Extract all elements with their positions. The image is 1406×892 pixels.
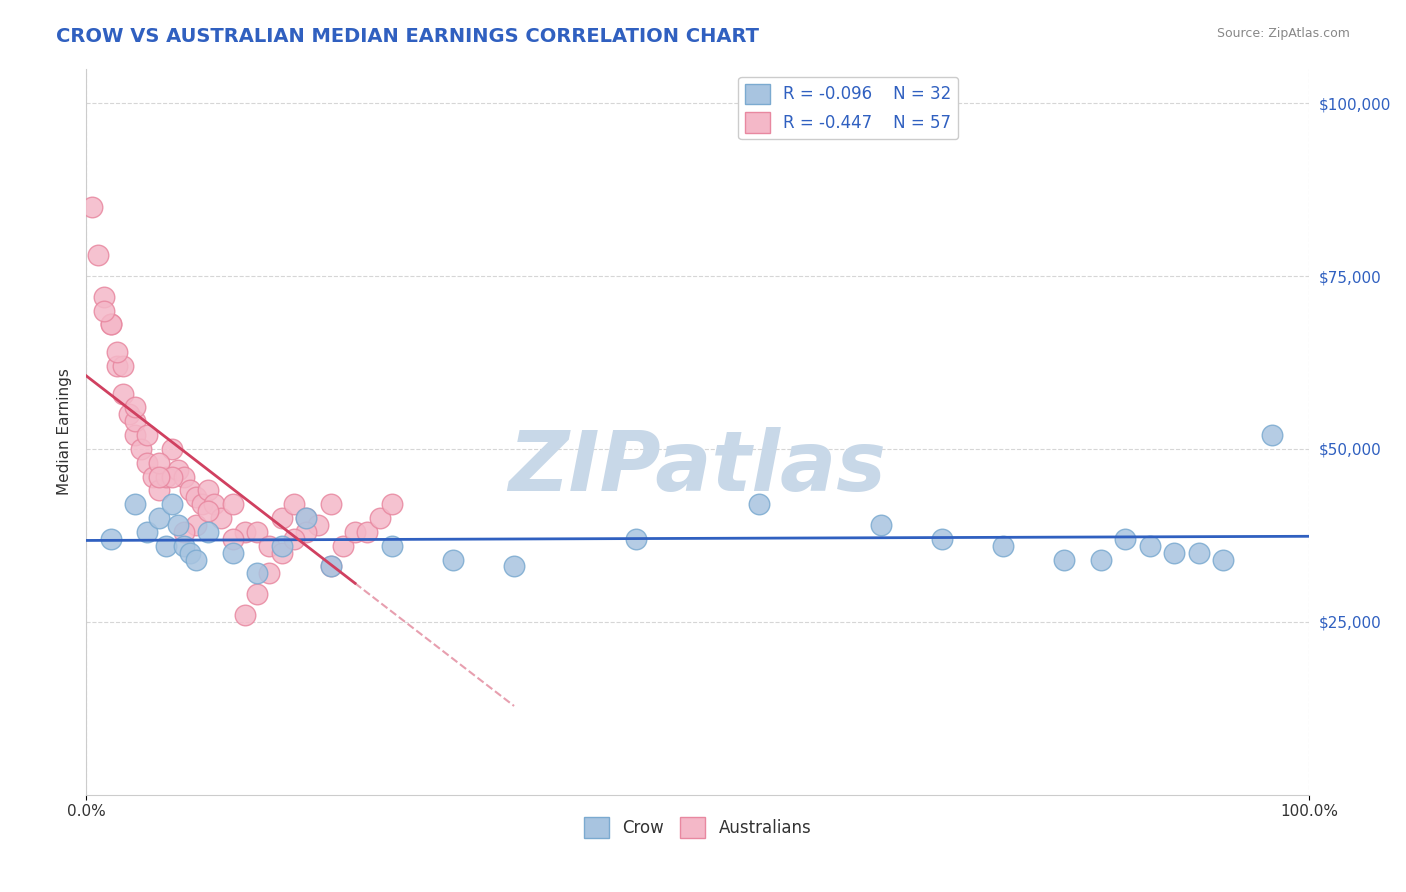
Point — [295, 524, 318, 539]
Point — [142, 469, 165, 483]
Point — [270, 539, 292, 553]
Point — [993, 539, 1015, 553]
Point — [136, 428, 159, 442]
Point — [259, 539, 281, 553]
Point — [105, 359, 128, 373]
Point — [166, 518, 188, 533]
Point — [283, 497, 305, 511]
Point — [87, 248, 110, 262]
Text: ZIPatlas: ZIPatlas — [509, 427, 886, 508]
Point — [222, 532, 245, 546]
Point — [1139, 539, 1161, 553]
Point — [118, 407, 141, 421]
Point — [191, 497, 214, 511]
Point — [381, 539, 404, 553]
Point — [270, 546, 292, 560]
Point — [148, 511, 170, 525]
Point — [155, 469, 177, 483]
Point — [93, 290, 115, 304]
Point — [209, 511, 232, 525]
Point — [173, 524, 195, 539]
Point — [233, 524, 256, 539]
Point — [503, 559, 526, 574]
Point — [111, 359, 134, 373]
Point — [105, 345, 128, 359]
Point — [136, 524, 159, 539]
Y-axis label: Median Earnings: Median Earnings — [58, 368, 72, 495]
Point — [283, 532, 305, 546]
Point — [100, 318, 122, 332]
Point — [155, 539, 177, 553]
Point — [184, 552, 207, 566]
Point — [148, 483, 170, 498]
Text: CROW VS AUSTRALIAN MEDIAN EARNINGS CORRELATION CHART: CROW VS AUSTRALIAN MEDIAN EARNINGS CORRE… — [56, 27, 759, 45]
Point — [173, 469, 195, 483]
Point — [319, 559, 342, 574]
Point — [1090, 552, 1112, 566]
Point — [356, 524, 378, 539]
Point — [246, 587, 269, 601]
Point — [166, 463, 188, 477]
Point — [173, 539, 195, 553]
Point — [1188, 546, 1211, 560]
Point — [100, 318, 122, 332]
Point — [368, 511, 391, 525]
Point — [179, 483, 201, 498]
Point — [197, 524, 219, 539]
Point — [1212, 552, 1234, 566]
Point — [100, 532, 122, 546]
Point — [197, 483, 219, 498]
Point — [124, 497, 146, 511]
Point — [204, 497, 226, 511]
Point — [222, 546, 245, 560]
Point — [748, 497, 770, 511]
Point — [441, 552, 464, 566]
Point — [307, 518, 329, 533]
Point — [82, 200, 104, 214]
Point — [1261, 428, 1284, 442]
Point — [931, 532, 953, 546]
Point — [295, 511, 318, 525]
Point — [124, 428, 146, 442]
Point — [179, 546, 201, 560]
Point — [295, 511, 318, 525]
Point — [148, 456, 170, 470]
Point — [136, 456, 159, 470]
Point — [1114, 532, 1136, 546]
Point — [160, 469, 183, 483]
Point — [381, 497, 404, 511]
Point — [259, 566, 281, 581]
Point — [1163, 546, 1185, 560]
Point — [870, 518, 893, 533]
Point — [184, 518, 207, 533]
Point — [148, 469, 170, 483]
Point — [197, 504, 219, 518]
Point — [270, 511, 292, 525]
Point — [626, 532, 648, 546]
Point — [124, 414, 146, 428]
Point — [184, 491, 207, 505]
Point — [124, 401, 146, 415]
Point — [332, 539, 354, 553]
Point — [246, 566, 269, 581]
Point — [222, 497, 245, 511]
Point — [233, 607, 256, 622]
Point — [160, 497, 183, 511]
Point — [93, 303, 115, 318]
Point — [246, 524, 269, 539]
Point — [111, 386, 134, 401]
Point — [160, 442, 183, 456]
Point — [319, 497, 342, 511]
Point — [1053, 552, 1076, 566]
Legend: Crow, Australians: Crow, Australians — [576, 811, 818, 845]
Point — [344, 524, 367, 539]
Point — [319, 559, 342, 574]
Text: Source: ZipAtlas.com: Source: ZipAtlas.com — [1216, 27, 1350, 40]
Point — [129, 442, 152, 456]
